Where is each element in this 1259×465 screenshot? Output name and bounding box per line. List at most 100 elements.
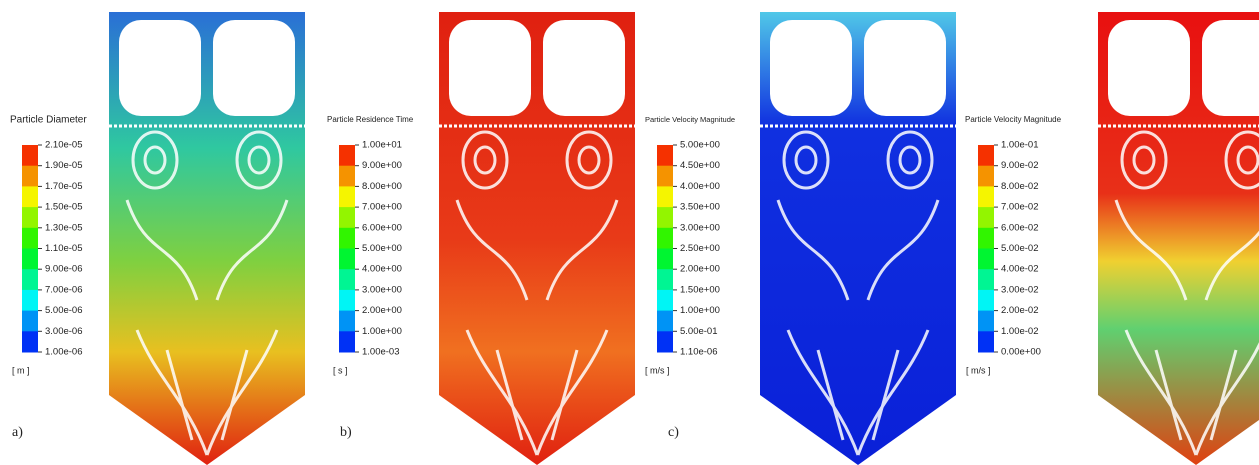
colorbar-band [339, 269, 355, 290]
colorbar-band [657, 207, 673, 228]
colorbar-title: Particle Diameter [10, 115, 87, 126]
colorbar-tick-label: 5.00e-02 [1001, 243, 1039, 254]
colorbar-unit: [ m/s ] [645, 365, 670, 375]
colorbar-tick-label: 0.00e+00 [1001, 347, 1041, 358]
colorbar-tick-label: 3.00e+00 [362, 284, 402, 295]
colorbar-band [978, 290, 994, 311]
colorbar-unit: [ s ] [333, 365, 348, 375]
colorbar-tick-label: 7.00e+00 [362, 202, 402, 213]
colorbar-band [657, 228, 673, 249]
colorbar-title: Particle Velocity Magnitude [965, 115, 1062, 124]
colorbar-tick-label: 3.00e+00 [680, 222, 720, 233]
colorbar-band [339, 290, 355, 311]
colorbar-band [657, 145, 673, 166]
colorbar-tick-label: 9.00e-02 [1001, 160, 1039, 171]
colorbar-tick-label: 4.50e+00 [680, 160, 720, 171]
colorbar-band [22, 311, 38, 332]
colorbar-tick-label: 1.50e-05 [45, 202, 83, 213]
colorbar-tick-label: 1.30e-05 [45, 222, 83, 233]
colorbar-band [339, 311, 355, 332]
colorbar-tick-label: 1.00e-03 [362, 347, 400, 358]
colorbar-tick-label: 1.10e-06 [680, 347, 718, 358]
particle-track-image [1098, 12, 1259, 465]
colorbar-tick-label: 1.00e-01 [1001, 140, 1039, 151]
colorbar-tick-label: 1.00e+00 [680, 305, 720, 316]
colorbar-band [657, 269, 673, 290]
colorbar-band [22, 331, 38, 352]
colorbar-band [657, 290, 673, 311]
colorbar-band [339, 249, 355, 270]
colorbar-band [978, 331, 994, 352]
colorbar-band [339, 145, 355, 166]
particle-track-image [439, 12, 635, 465]
panel-label: c) [668, 425, 679, 440]
colorbar-band [22, 145, 38, 166]
colorbar-band [657, 249, 673, 270]
colorbar-tick-label: 9.00e-06 [45, 264, 83, 275]
colorbar-band [339, 166, 355, 187]
colorbar-tick-label: 4.00e-02 [1001, 264, 1039, 275]
colorbar-tick-label: 8.00e-02 [1001, 181, 1039, 192]
colorbar-tick-label: 2.00e+00 [680, 264, 720, 275]
colorbar-tick-label: 1.00e-02 [1001, 326, 1039, 337]
colorbar-tick-label: 3.00e-06 [45, 326, 83, 337]
colorbar-band [22, 228, 38, 249]
panel-label: a) [12, 425, 23, 440]
colorbar-tick-label: 2.00e-02 [1001, 305, 1039, 316]
panel-label: b) [340, 425, 352, 440]
colorbar-band [978, 311, 994, 332]
colorbar-band [978, 228, 994, 249]
colorbar-band [978, 145, 994, 166]
colorbar-title: Particle Residence Time [327, 115, 414, 124]
colorbar-band [657, 331, 673, 352]
colorbar-band [339, 331, 355, 352]
colorbar-band [339, 228, 355, 249]
colorbar-tick-label: 6.00e+00 [362, 222, 402, 233]
colorbar-tick-label: 1.90e-05 [45, 160, 83, 171]
colorbar-band [22, 186, 38, 207]
particle-track-image [760, 12, 956, 465]
colorbar-band [978, 249, 994, 270]
colorbar-band [22, 249, 38, 270]
colorbar-tick-label: 4.00e+00 [362, 264, 402, 275]
colorbar-tick-label: 2.10e-05 [45, 140, 83, 151]
colorbar-band [657, 311, 673, 332]
colorbar-tick-label: 3.00e-02 [1001, 284, 1039, 295]
colorbar-tick-label: 5.00e+00 [680, 140, 720, 151]
colorbar-tick-label: 8.00e+00 [362, 181, 402, 192]
colorbar-band [22, 207, 38, 228]
colorbar-tick-label: 3.50e+00 [680, 202, 720, 213]
colorbar-band [22, 269, 38, 290]
colorbar-band [978, 207, 994, 228]
colorbar-tick-label: 5.00e-06 [45, 305, 83, 316]
particle-track-image [109, 12, 305, 465]
particle-track-images [109, 12, 1259, 465]
colorbar-band [22, 290, 38, 311]
colorbar-tick-label: 9.00e+00 [362, 160, 402, 171]
colorbar-tick-label: 1.00e+00 [362, 326, 402, 337]
figure: Particle Diameter 2.10e-05 1.90e-05 1.70e-0… [0, 0, 1259, 465]
colorbar-band [339, 207, 355, 228]
colorbar-band [657, 166, 673, 187]
colorbar-tick-label: 7.00e-02 [1001, 202, 1039, 213]
colorbar-tick-label: 2.00e+00 [362, 305, 402, 316]
colorbar-tick-label: 5.00e+00 [362, 243, 402, 254]
colorbar-tick-label: 7.00e-06 [45, 284, 83, 295]
colorbar-band [978, 166, 994, 187]
colorbar-tick-label: 1.10e-05 [45, 243, 83, 254]
colorbar-band [657, 186, 673, 207]
colorbar-tick-label: 1.70e-05 [45, 181, 83, 192]
colorbar-tick-label: 1.00e+01 [362, 140, 402, 151]
colorbar-tick-label: 5.00e-01 [680, 326, 718, 337]
colorbar-unit: [ m/s ] [966, 365, 991, 375]
colorbar-band [22, 166, 38, 187]
colorbar-band [339, 186, 355, 207]
colorbar-band [978, 269, 994, 290]
colorbar-tick-label: 1.00e-06 [45, 347, 83, 358]
colorbar-tick-label: 1.50e+00 [680, 284, 720, 295]
colorbar-unit: [ m ] [12, 365, 30, 375]
colorbar-tick-label: 4.00e+00 [680, 181, 720, 192]
colorbar-tick-label: 6.00e-02 [1001, 222, 1039, 233]
colorbar-band [978, 186, 994, 207]
colorbar-title: Particle Velocity Magnitude [645, 115, 735, 124]
